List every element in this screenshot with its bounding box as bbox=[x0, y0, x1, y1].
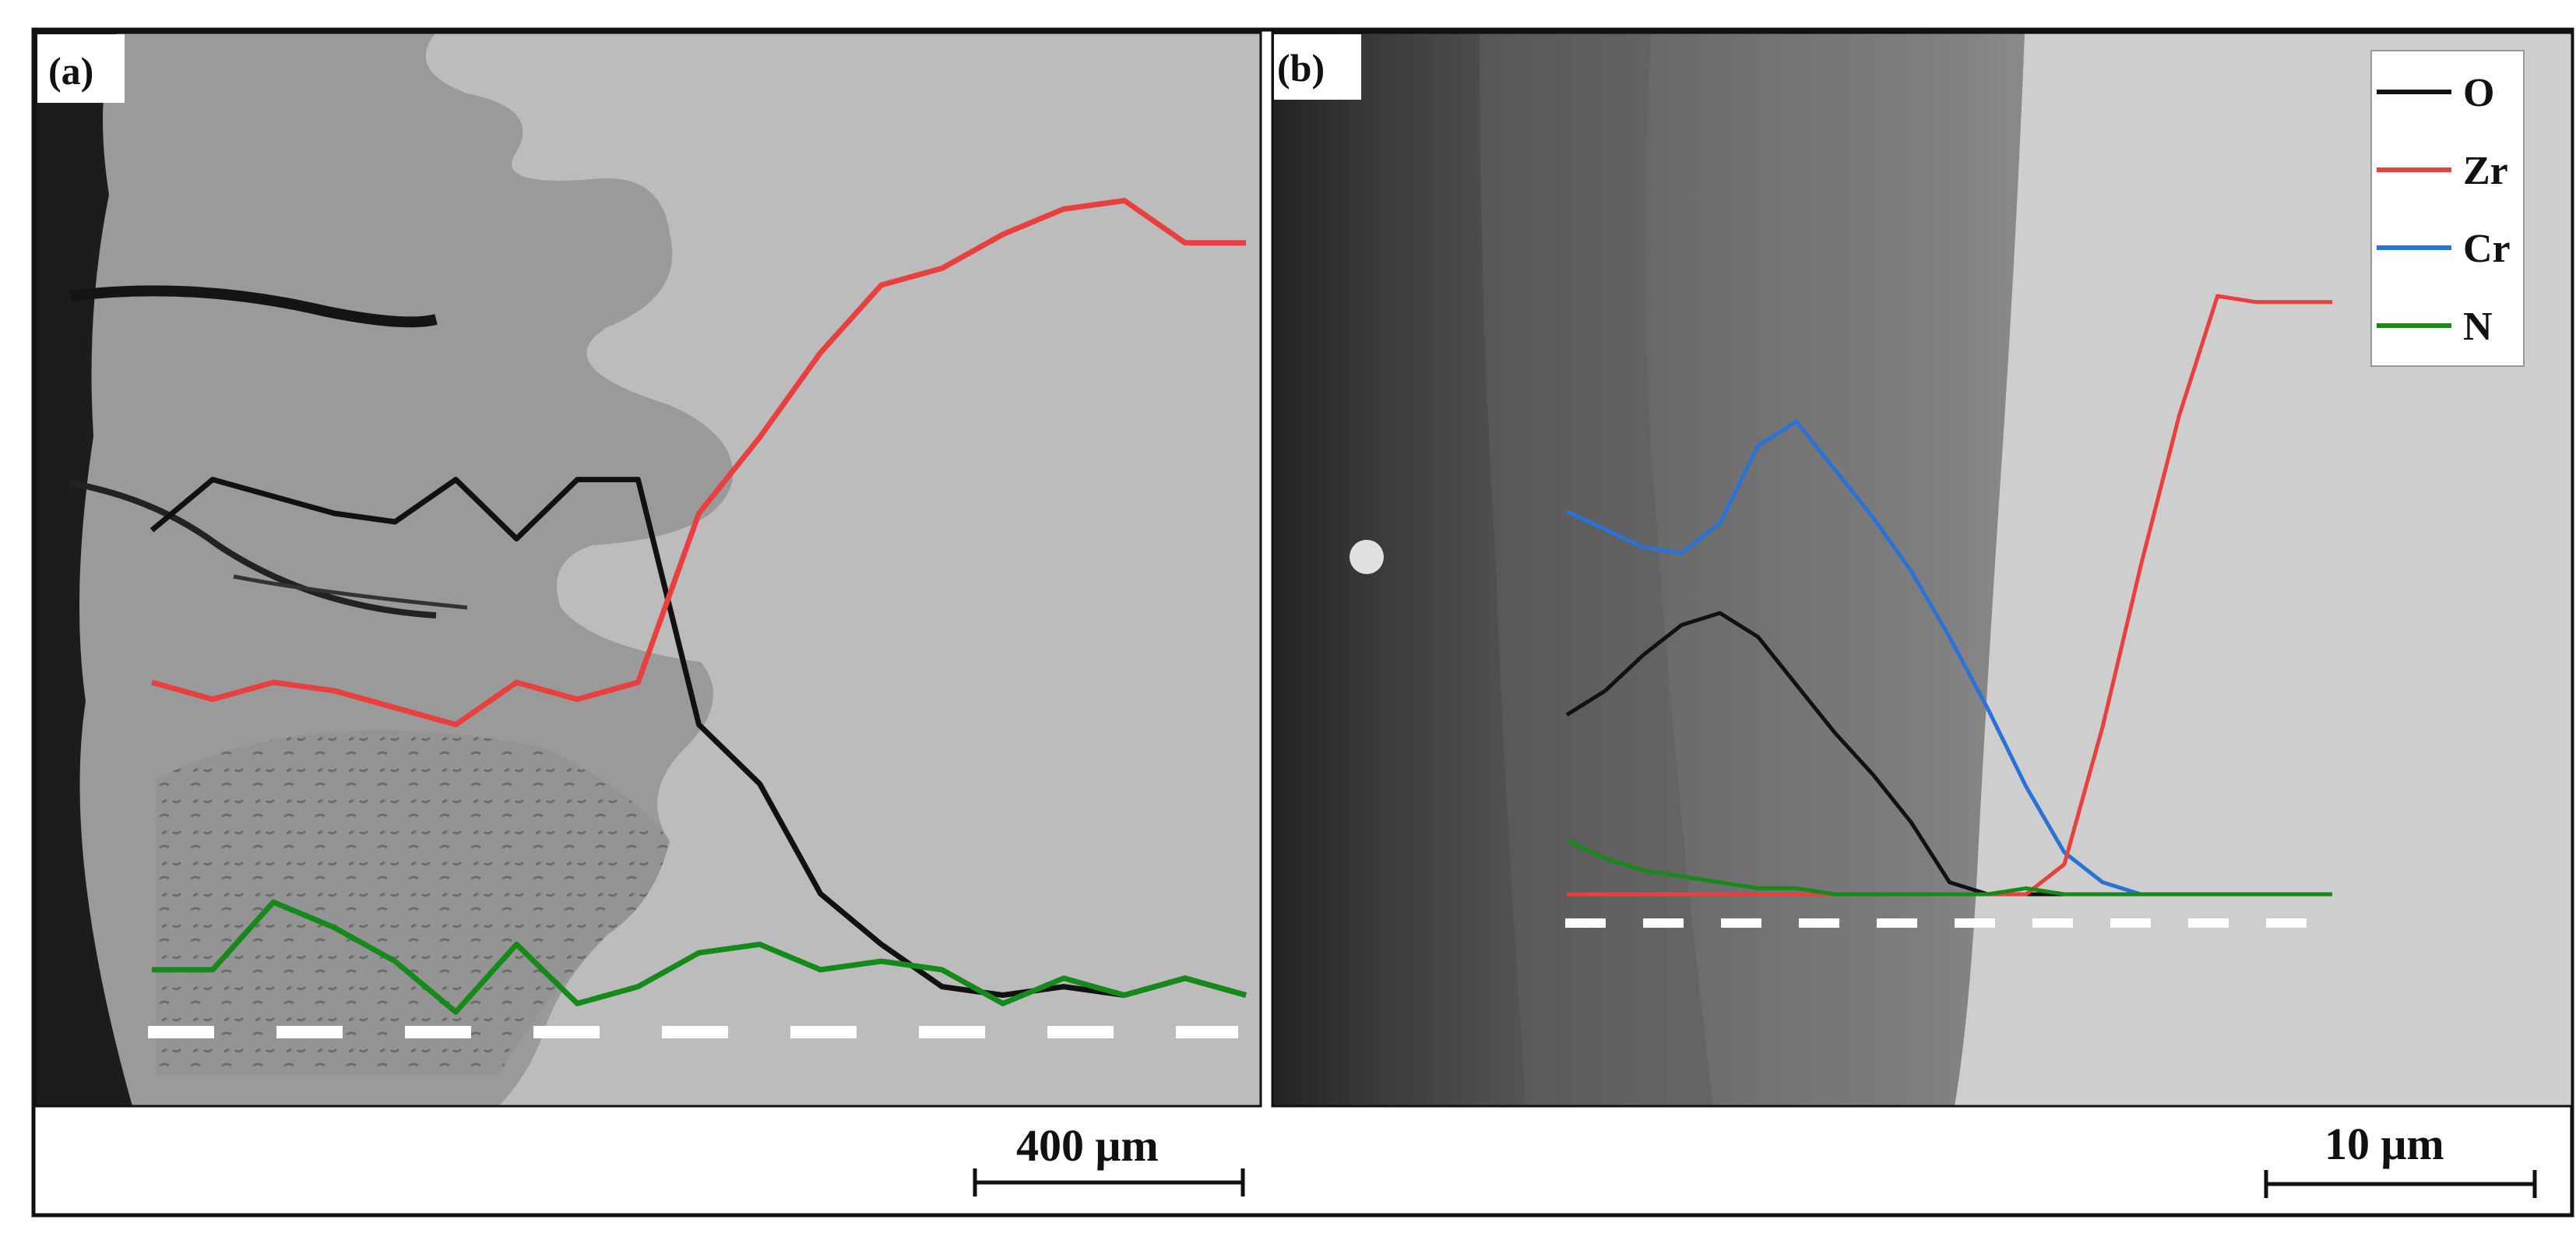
panel-b-scale-bar bbox=[2264, 1170, 2537, 1198]
panel-b: (b) O Zr Cr N 10 μm bbox=[1271, 31, 2574, 1198]
panel-a-crack bbox=[69, 285, 438, 328]
legend-label-cr: Cr bbox=[2463, 227, 2511, 271]
profile-line-o bbox=[150, 477, 1247, 998]
panel-a-scale-bar bbox=[973, 1168, 1245, 1196]
legend-label-o: O bbox=[2463, 71, 2494, 115]
panel-b-particle bbox=[1350, 540, 1384, 574]
legend-item: Zr bbox=[2377, 149, 2508, 193]
legend-label-zr: Zr bbox=[2463, 149, 2508, 193]
panel-b-oxide-band bbox=[1480, 33, 1713, 1106]
panel-b-label: (b) bbox=[1277, 46, 1325, 90]
legend: O Zr Cr N bbox=[2370, 50, 2525, 367]
profile-line-n bbox=[152, 899, 1247, 1015]
legend-box bbox=[2370, 50, 2525, 367]
panel-a-scale-label: 400 μm bbox=[1016, 1120, 1159, 1171]
legend-item: O bbox=[2377, 71, 2494, 115]
profile-line-zr bbox=[151, 198, 1246, 728]
panel-a-line-scan-plot bbox=[150, 198, 1247, 1015]
panel-a-dark-edge bbox=[36, 33, 132, 1106]
panel-b-label-box bbox=[1274, 34, 1361, 100]
legend-label-n: N bbox=[2463, 305, 2493, 349]
legend-item: N bbox=[2377, 305, 2493, 349]
legend-item: Cr bbox=[2377, 227, 2511, 271]
panel-b-scale-label: 10 μm bbox=[2324, 1119, 2444, 1169]
panel-a: (a) 400 μm bbox=[34, 31, 1262, 1196]
panel-a-label: (a) bbox=[48, 49, 93, 93]
panel-a-pitted-zone bbox=[156, 730, 670, 1075]
panel-b-line-scan-plot bbox=[1565, 294, 2332, 897]
panel-a-border bbox=[34, 31, 1262, 1108]
profile-line-n bbox=[1565, 838, 2332, 897]
panel-a-crack bbox=[69, 480, 437, 618]
panel-b-border bbox=[1271, 31, 2574, 1108]
panel-a-crack bbox=[233, 574, 468, 610]
panel-a-label-box bbox=[37, 34, 125, 103]
